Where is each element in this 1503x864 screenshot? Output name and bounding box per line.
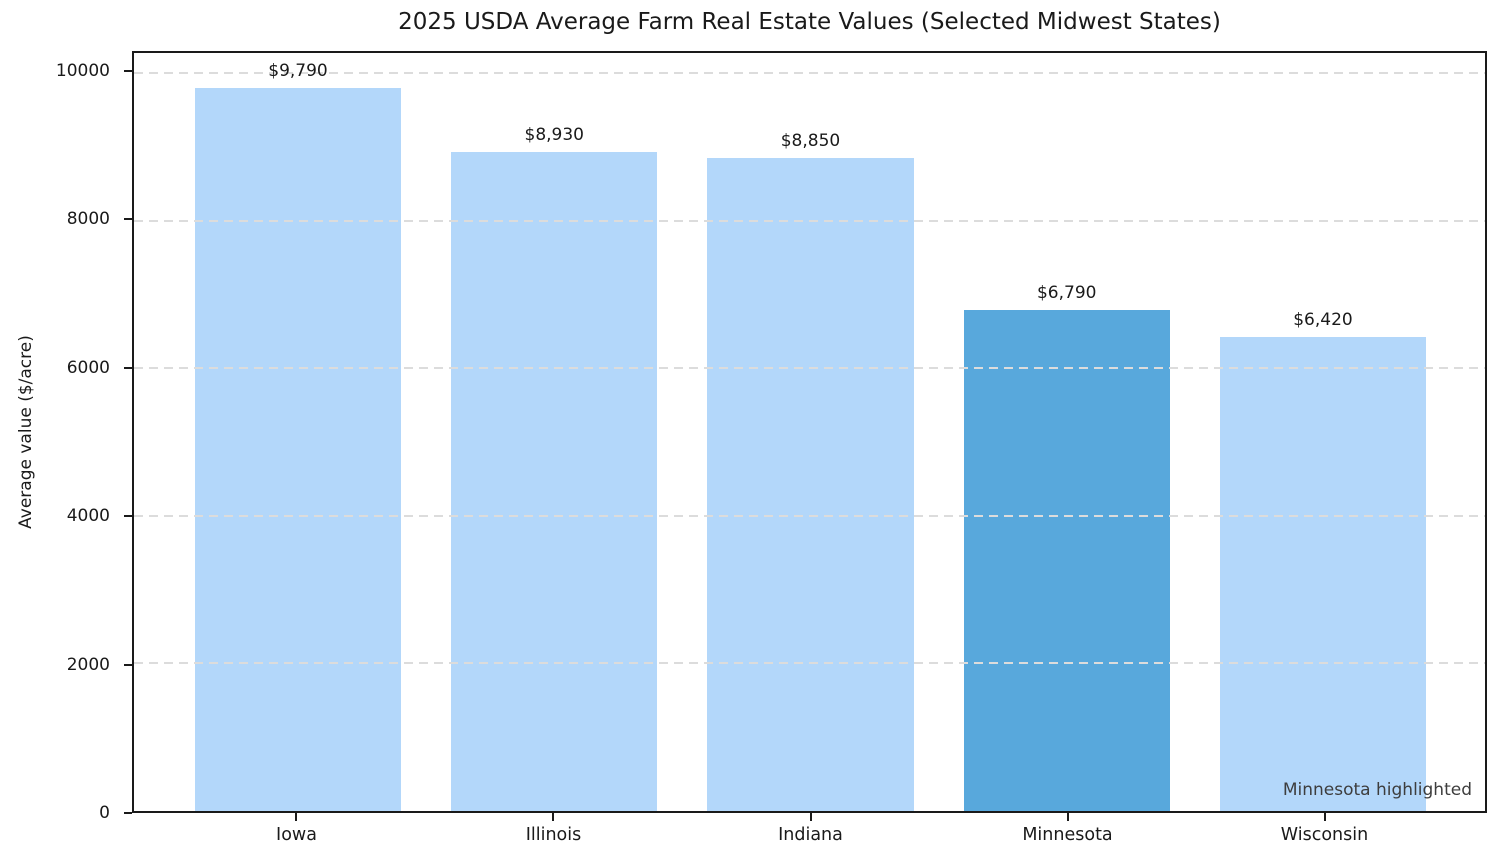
grid-line-6000 xyxy=(134,367,1485,370)
x-tick-label-iowa: Iowa xyxy=(276,825,317,845)
y-tick-label-0: 0 xyxy=(99,803,110,823)
y-tick-mark-0 xyxy=(124,812,132,814)
grid-line-8000 xyxy=(134,219,1485,222)
x-tick-mark-illinois xyxy=(552,813,555,821)
bar-indiana xyxy=(707,157,914,811)
bar-value-label-indiana: $8,850 xyxy=(780,130,841,151)
y-axis: 0 2000 4000 6000 8000 10000 xyxy=(0,51,132,823)
y-tick-label-4000: 4000 xyxy=(66,506,110,527)
y-tick-mark-2000 xyxy=(124,663,132,666)
bar-wisconsin xyxy=(1219,337,1427,811)
bar-iowa xyxy=(194,88,402,811)
grid-line-4000 xyxy=(134,514,1485,517)
annotation-minnesota-highlighted: Minnesota highlighted xyxy=(1282,780,1472,800)
x-tick-label-minnesota: Minnesota xyxy=(1022,825,1113,845)
x-tick-mark-minnesota xyxy=(1066,813,1069,821)
grid-line-10000 xyxy=(134,71,1485,74)
bar-minnesota xyxy=(963,309,1170,811)
bar-illinois xyxy=(451,151,658,811)
bar-value-label-minnesota: $6,790 xyxy=(1036,282,1097,303)
x-tick-mark-indiana xyxy=(809,813,812,821)
plot-area: Minnesota highlighted $9,790 $8,930 $8,850… xyxy=(132,51,1487,813)
y-tick-mark-8000 xyxy=(124,218,132,221)
x-tick-label-wisconsin: Wisconsin xyxy=(1280,825,1369,845)
y-tick-label-2000: 2000 xyxy=(66,654,110,675)
y-tick-label-6000: 6000 xyxy=(66,357,110,378)
chart-title: 2025 USDA Average Farm Real Estate Value… xyxy=(398,9,1221,35)
x-tick-mark-iowa xyxy=(295,813,298,821)
bar-value-label-wisconsin: $6,420 xyxy=(1293,310,1353,331)
y-tick-label-8000: 8000 xyxy=(66,209,110,230)
x-tick-label-illinois: Illinois xyxy=(525,825,582,845)
x-axis: Iowa Illinois Indiana Minnesota Wisconsin xyxy=(132,813,1487,864)
y-tick-label-10000: 10000 xyxy=(55,61,110,82)
x-tick-label-indiana: Indiana xyxy=(778,825,843,845)
bar-value-label-iowa: $9,790 xyxy=(268,61,328,82)
y-tick-mark-6000 xyxy=(124,366,132,369)
x-tick-mark-wisconsin xyxy=(1323,813,1326,821)
y-tick-mark-10000 xyxy=(124,70,132,73)
grid-line-2000 xyxy=(134,662,1485,665)
bar-value-label-illinois: $8,930 xyxy=(524,124,584,145)
y-tick-mark-4000 xyxy=(124,515,132,518)
